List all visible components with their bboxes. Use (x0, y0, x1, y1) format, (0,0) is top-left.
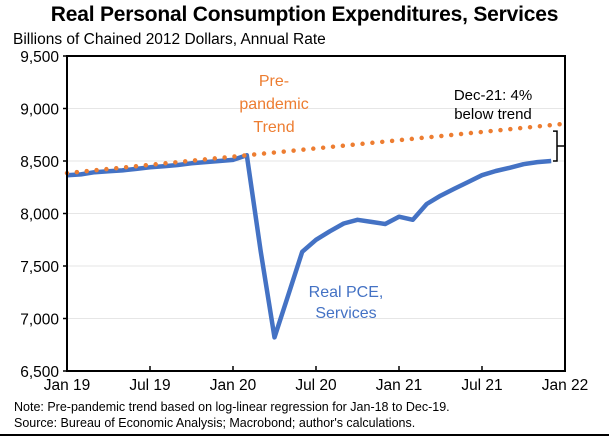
x-tick-label: Jul 20 (295, 377, 337, 394)
y-tick-label: 9,000 (20, 102, 59, 119)
chart-subtitle: Billions of Chained 2012 Dollars, Annual… (13, 31, 326, 48)
x-tick-label: Jan 19 (44, 377, 91, 394)
pce-series (66, 152, 552, 340)
y-tick-label: 7,500 (20, 259, 59, 276)
gridlines (67, 108, 565, 319)
x-tick-label: Jul 19 (129, 377, 170, 394)
trend-label-line3: Trend (253, 119, 294, 136)
chart-source: Source: Bureau of Economic Analysis; Mac… (14, 416, 416, 430)
gap-bracket-path (553, 130, 565, 162)
gap-label-line2: below trend (454, 106, 532, 123)
y-tick-label: 8,500 (20, 154, 59, 171)
series-label-line2: Services (315, 305, 376, 322)
chart-svg: 6,500 7,000 7,500 8,000 8,500 9,000 9,500 Jan … (20, 49, 589, 394)
x-axis-ticks: Jan 19 Jul 19 Jan 20 Jul 20 Jan 21 Jul 21 Jan … (44, 366, 589, 394)
y-tick-label: 9,500 (20, 49, 59, 66)
y-tick-label: 7,000 (20, 312, 59, 329)
x-tick-label: Jan 21 (376, 377, 423, 394)
chart-note: Note: Pre-pandemic trend based on log-li… (14, 400, 450, 414)
chart-title: Real Personal Consumption Expenditures, … (50, 3, 559, 26)
pce-line (66, 152, 552, 340)
y-axis-ticks: 6,500 7,000 7,500 8,000 8,500 9,000 9,500 (20, 49, 67, 381)
series-label-line1: Real PCE, (309, 284, 384, 301)
gap-label-line1: Dec-21: 4% (454, 87, 532, 104)
trend-line (64, 121, 568, 176)
x-tick-label: Jan 20 (210, 377, 257, 394)
trend-label-line2: pandemic (239, 96, 308, 113)
bottom-rule (0, 434, 609, 436)
trend-label-line1: Pre- (259, 73, 289, 90)
x-tick-label: Jul 21 (461, 377, 502, 394)
y-tick-label: 8,000 (20, 207, 59, 224)
x-tick-label: Jan 22 (542, 377, 589, 394)
trend-series (64, 121, 568, 176)
gap-bracket (553, 130, 565, 162)
y-tick-label: 6,500 (20, 364, 59, 381)
